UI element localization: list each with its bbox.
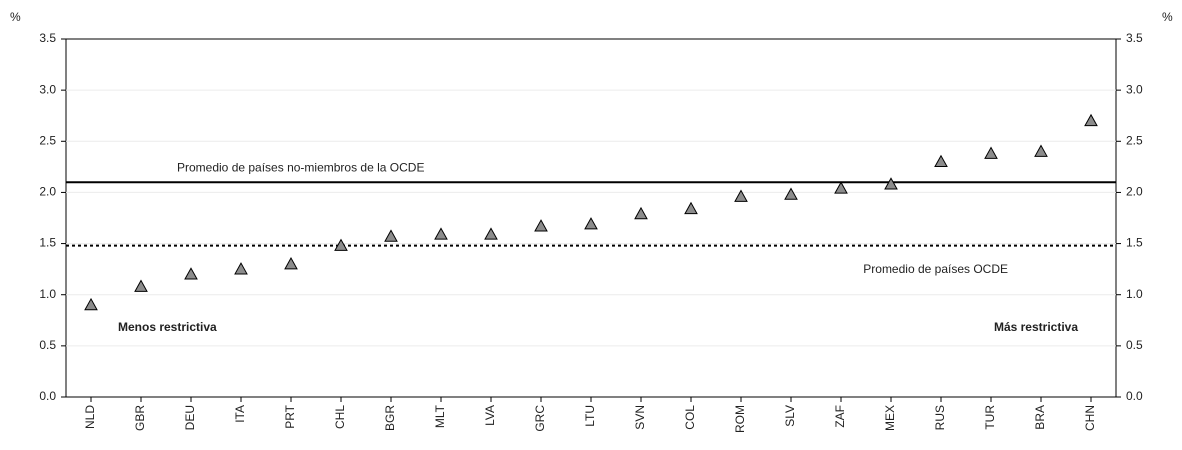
x-tick-label: RUS bbox=[933, 405, 947, 430]
x-tick-label: DEU bbox=[183, 405, 197, 430]
y-tick-label: 1.5 bbox=[39, 236, 56, 250]
y2-tick-label: 3.0 bbox=[1126, 82, 1143, 96]
x-tick-label: BGR bbox=[383, 405, 397, 431]
marker bbox=[334, 238, 348, 251]
y2-tick-label: 0.0 bbox=[1126, 389, 1143, 403]
y2-tick-label: 0.5 bbox=[1126, 338, 1143, 352]
y-tick-label: 3.5 bbox=[39, 31, 56, 45]
x-tick-label: CHL bbox=[333, 405, 347, 429]
x-tick-label: PRT bbox=[283, 404, 297, 428]
x-tick-label: COL bbox=[683, 405, 697, 430]
marker bbox=[584, 217, 598, 230]
x-tick-label: ROM bbox=[733, 405, 747, 433]
x-tick-label: ITA bbox=[233, 405, 247, 423]
y2-tick-label: 2.0 bbox=[1126, 185, 1143, 199]
marker bbox=[784, 187, 798, 200]
x-tick-label: NLD bbox=[83, 405, 97, 429]
reference-label: Promedio de países OCDE bbox=[863, 262, 1008, 276]
marker bbox=[434, 227, 448, 240]
y-axis-label: % bbox=[10, 10, 21, 24]
marker bbox=[634, 206, 648, 220]
marker bbox=[934, 154, 948, 168]
y2-tick-label: 1.5 bbox=[1126, 236, 1143, 250]
marker bbox=[84, 297, 98, 311]
marker bbox=[1034, 144, 1048, 157]
y-tick-label: 0.5 bbox=[39, 338, 56, 352]
x-tick-label: ZAF bbox=[833, 405, 847, 428]
x-tick-label: LTU bbox=[583, 405, 597, 427]
marker bbox=[734, 189, 748, 202]
x-tick-label: SLV bbox=[783, 405, 797, 427]
annotation: Menos restrictiva bbox=[118, 320, 217, 334]
marker bbox=[384, 229, 398, 242]
marker bbox=[984, 146, 998, 159]
y-tick-label: 2.0 bbox=[39, 185, 56, 199]
y-tick-label: 1.0 bbox=[39, 287, 56, 301]
x-tick-label: MLT bbox=[433, 404, 447, 428]
marker bbox=[134, 279, 148, 292]
marker bbox=[534, 219, 548, 232]
y2-tick-label: 1.0 bbox=[1126, 287, 1143, 301]
annotation: Más restrictiva bbox=[994, 320, 1078, 334]
x-tick-label: TUR bbox=[983, 405, 997, 430]
y2-tick-label: 3.5 bbox=[1126, 31, 1143, 45]
marker bbox=[884, 177, 898, 190]
marker bbox=[284, 256, 298, 270]
x-tick-label: BRA bbox=[1033, 405, 1047, 430]
marker bbox=[834, 181, 848, 194]
x-tick-label: CHN bbox=[1083, 405, 1097, 431]
y2-axis-label: % bbox=[1162, 10, 1173, 24]
y-tick-label: 0.0 bbox=[39, 389, 56, 403]
x-tick-label: GRC bbox=[533, 405, 547, 432]
y-tick-label: 2.5 bbox=[39, 133, 56, 147]
x-tick-label: GBR bbox=[133, 405, 147, 431]
marker bbox=[184, 267, 198, 280]
marker bbox=[234, 262, 248, 275]
marker bbox=[1084, 113, 1098, 127]
x-tick-label: LVA bbox=[483, 405, 497, 426]
marker bbox=[484, 227, 498, 240]
y2-tick-label: 2.5 bbox=[1126, 133, 1143, 147]
x-tick-label: MEX bbox=[883, 405, 897, 431]
y-tick-label: 3.0 bbox=[39, 82, 56, 96]
reference-label: Promedio de países no-miembros de la OCD… bbox=[177, 160, 424, 174]
marker bbox=[684, 201, 698, 215]
x-tick-label: SVN bbox=[633, 405, 647, 430]
